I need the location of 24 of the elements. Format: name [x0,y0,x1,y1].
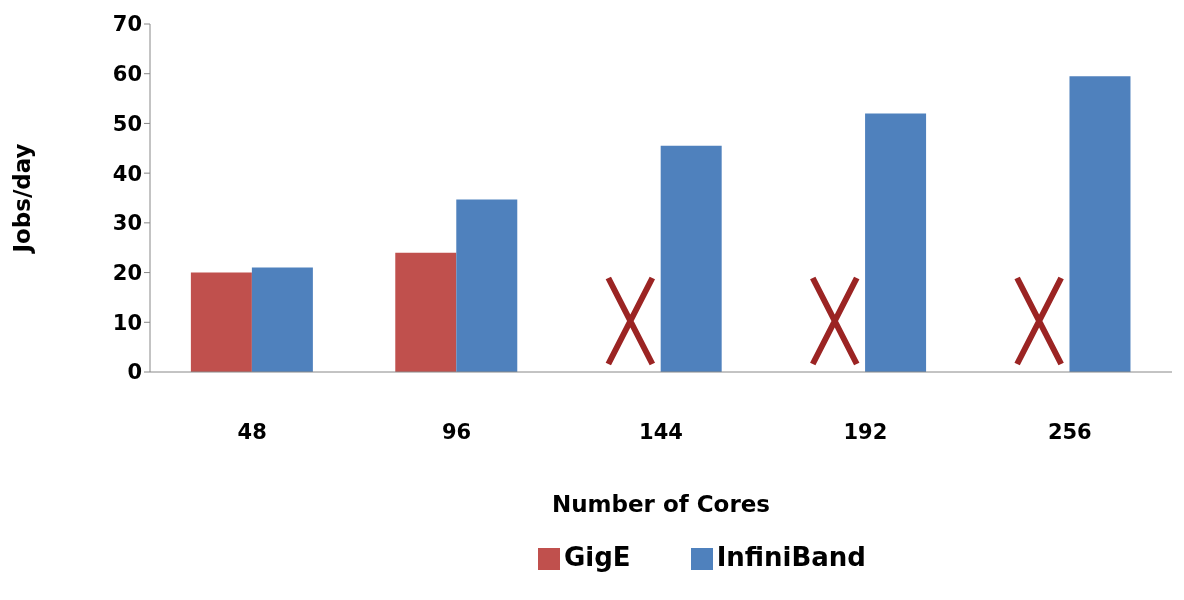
y-tick-label: 40 [112,161,142,186]
x-tick-label: 256 [1047,419,1092,444]
legend-label: InfiniBand [716,542,866,572]
bar [251,267,313,372]
bar [1069,76,1131,372]
y-tick-label: 50 [112,111,142,136]
bar [660,145,722,372]
y-tick-label: 60 [112,62,142,87]
y-tick-label: 10 [112,310,142,335]
y-axis-title: Jobs/day [9,143,36,255]
y-tick-label: 30 [112,211,142,236]
x-tick-label: 144 [639,419,683,444]
x-tick-label: 192 [843,419,888,444]
bar [190,272,252,372]
bar [865,113,927,372]
legend-label: GigE [564,542,631,572]
x-axis-title: Number of Cores [551,491,771,517]
y-tick-label: 0 [127,360,142,385]
y-tick-label: 20 [112,261,142,286]
x-tick-label: 96 [441,419,472,444]
bar [395,252,457,372]
x-tick-label: 48 [237,419,267,444]
bar [456,199,518,372]
y-tick-label: 70 [112,12,142,37]
